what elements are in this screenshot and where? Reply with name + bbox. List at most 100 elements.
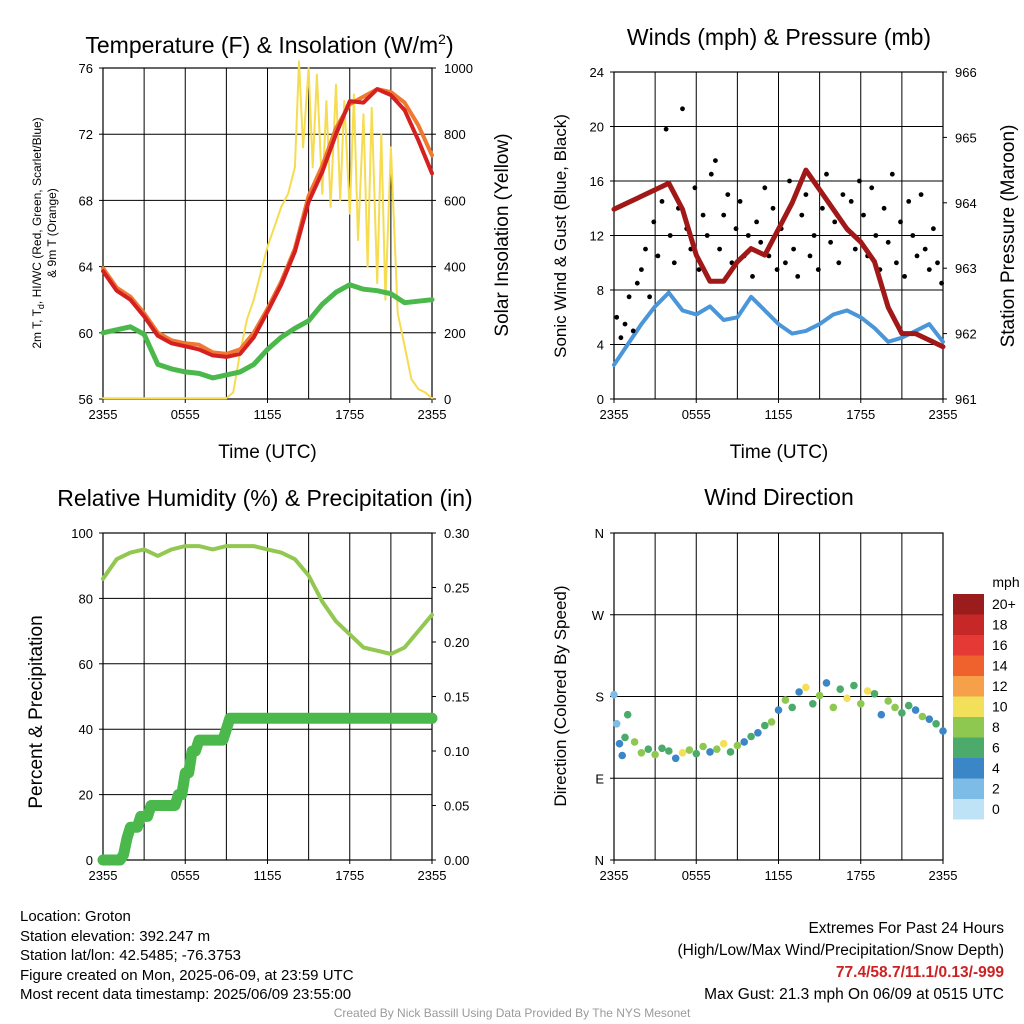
elevation-text: Station elevation: 392.247 m	[20, 927, 211, 945]
rh-series-line	[101, 544, 434, 656]
gust-point	[639, 267, 644, 272]
direction-point	[610, 690, 618, 699]
wind-chart-ytick-label: 12	[590, 229, 604, 244]
speed-legend-swatch	[953, 758, 984, 779]
gust-point	[898, 219, 903, 225]
speed-legend-label: 8	[992, 719, 1000, 735]
direction-point	[891, 703, 899, 712]
rh-chart-title: Relative Humidity (%) & Precipitation (i…	[57, 485, 472, 511]
wind-chart-y2tick-label: 963	[955, 261, 977, 276]
temp-chart-ytick-label: 76	[79, 61, 93, 76]
direction-point	[884, 697, 892, 705]
gust-point	[626, 294, 632, 300]
temp-chart-y2tick-label: 800	[444, 127, 466, 142]
solar-series-line	[102, 60, 433, 400]
dir-chart-ytick-label: N	[595, 526, 604, 541]
gust-point	[885, 239, 891, 245]
direction-point	[665, 747, 673, 755]
direction-point	[671, 754, 680, 763]
direction-point	[850, 681, 858, 690]
gust-point	[840, 192, 846, 198]
direction-point	[699, 742, 707, 751]
gust-point	[696, 267, 702, 272]
direction-point	[857, 700, 865, 708]
rh-chart-y2tick-label: 0.10	[444, 744, 469, 759]
speed-legend-label: 12	[992, 678, 1008, 694]
gust-point	[704, 233, 710, 238]
gust-point	[824, 171, 829, 177]
rh-chart-y2tick-label: 0.00	[444, 853, 469, 868]
gust-point	[914, 253, 920, 259]
direction-point	[829, 703, 838, 712]
gust-point	[659, 199, 665, 204]
rh-chart-y2tick-label: 0.20	[444, 635, 469, 650]
gust-point	[630, 328, 636, 334]
gust-point	[861, 212, 866, 218]
gust-point	[713, 158, 718, 164]
gust-point	[852, 246, 858, 252]
precip-series-line	[97, 712, 438, 866]
gust-point	[931, 226, 936, 232]
rh-chart-xtick-label: 0555	[171, 868, 200, 883]
gust-point	[663, 126, 669, 132]
direction-point	[932, 720, 940, 728]
gust-point	[671, 260, 677, 266]
direction-point	[713, 745, 721, 753]
wind-chart-ytick-label: 16	[590, 174, 604, 189]
direction-point	[802, 683, 810, 692]
temp-chart-xtick-label: 0555	[171, 407, 200, 422]
dir-chart-xtick-label: 1755	[846, 868, 875, 883]
speed-legend-swatch	[953, 799, 984, 820]
gust-point	[836, 260, 842, 266]
gust-point	[643, 246, 648, 252]
gust-point	[811, 233, 817, 238]
location-text: Location: Groton	[20, 908, 131, 925]
rh-chart-y2tick-label: 0.25	[444, 581, 469, 596]
speed-legend-label: 6	[992, 740, 1000, 756]
wind-chart-ytick-label: 24	[590, 65, 604, 80]
speed-legend-label: 18	[992, 617, 1008, 633]
temp-chart-xlabel: Time (UTC)	[218, 442, 317, 463]
temp-chart-xtick-label: 1155	[254, 407, 282, 422]
gust-point	[733, 226, 739, 232]
wind-chart-xtick-label: 0555	[682, 407, 711, 422]
rh-chart-ytick-label: 80	[79, 591, 93, 606]
temp-chart-xtick-label: 2355	[418, 407, 447, 422]
gust-point	[700, 212, 706, 218]
gust-point	[647, 294, 652, 300]
rh-chart-ytick-label: 40	[79, 722, 93, 737]
created-text: Figure created on Mon, 2025-06-09, at 23…	[20, 966, 354, 984]
direction-point	[788, 703, 796, 712]
speed-legend-label: 16	[992, 637, 1008, 653]
direction-point	[877, 710, 886, 719]
direction-point	[615, 739, 624, 748]
temp-chart-title: Temperature (F) & Insolation (W/m2)	[85, 31, 453, 58]
temp-chart-ytick-label: 68	[79, 193, 93, 208]
dir-chart-ylabel: Direction (Colored By Speed)	[551, 585, 570, 806]
direction-point	[911, 706, 920, 714]
temp-chart-ylabel-line2: & 9m T (Orange)	[45, 188, 59, 278]
temp-chart-ytick-label: 60	[79, 326, 93, 341]
rh-chart-ylabel: Percent & Precipitation	[26, 615, 47, 808]
dir-chart-xtick-label: 0555	[682, 868, 711, 883]
gust-point	[889, 171, 895, 177]
direction-point	[706, 748, 714, 756]
direction-point	[843, 694, 851, 703]
gust-point	[667, 233, 673, 238]
direction-point	[836, 685, 844, 693]
rh-chart-ytick-label: 0	[86, 853, 93, 868]
direction-point	[651, 750, 659, 759]
dir-chart-xtick-label: 2355	[600, 868, 629, 883]
gust-point	[692, 185, 698, 191]
rh-chart-xtick-label: 2355	[89, 868, 118, 883]
extremes-box: Extremes For Past 24 Hours (High/Low/Max…	[678, 918, 1005, 1006]
gust-point	[894, 260, 899, 266]
direction-point	[761, 721, 769, 730]
direction-point	[870, 690, 879, 698]
direction-point	[939, 727, 947, 735]
dir-chart-ytick-label: N	[595, 853, 604, 868]
speed-legend-title: mph	[992, 574, 1019, 590]
gust-point	[807, 253, 813, 259]
gust-point	[725, 192, 731, 198]
gust-point	[750, 274, 755, 279]
